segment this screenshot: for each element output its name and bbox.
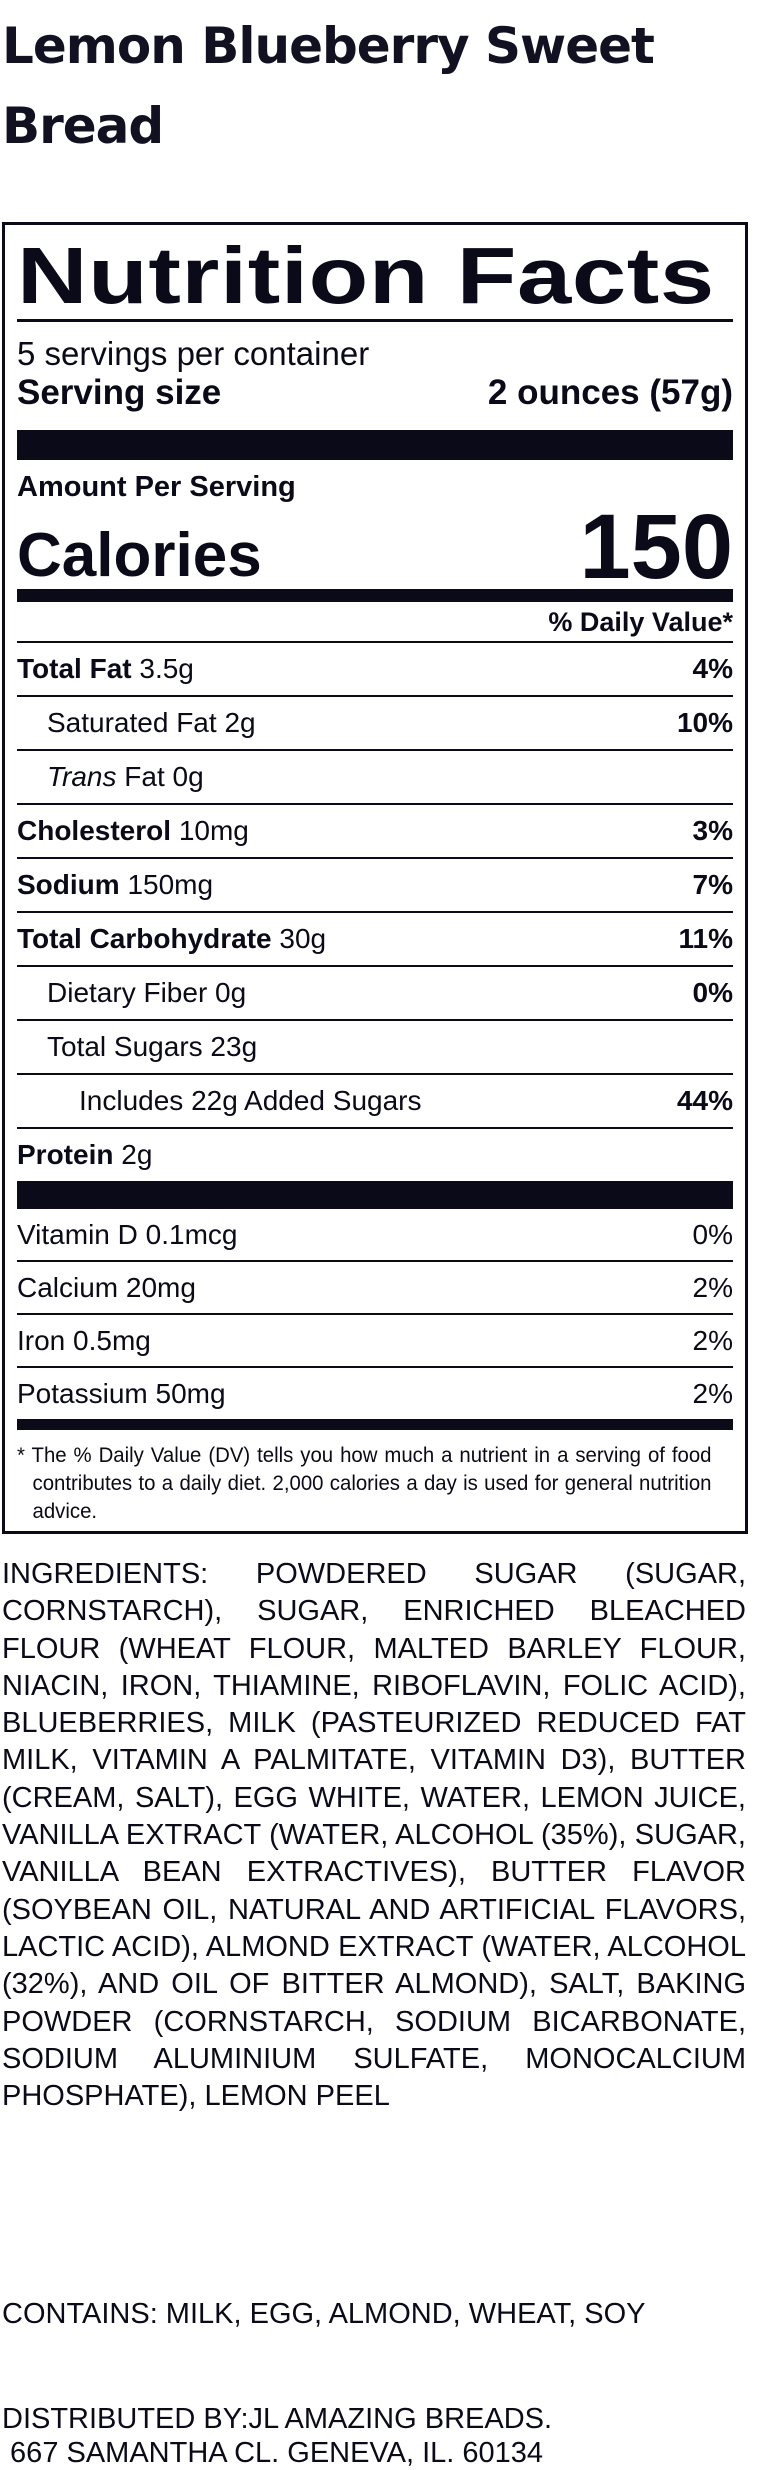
nutrient-row-total-sugars: Total Sugars 23g xyxy=(17,1019,733,1073)
product-title: Lemon Blueberry Sweet Bread xyxy=(2,17,655,155)
nutrient-amount: 3.5g xyxy=(139,653,194,684)
calories-label: Calories xyxy=(17,521,262,590)
nutrient-name: Sodium xyxy=(17,869,120,900)
nutrient-row-total-fat: Total Fat 3.5g 4% xyxy=(17,641,733,695)
nutrient-amount: 23g xyxy=(210,1031,258,1062)
nutrient-row-sodium: Sodium 150mg 7% xyxy=(17,857,733,911)
thick-divider xyxy=(17,430,733,460)
nutrient-name: Cholesterol xyxy=(17,815,172,846)
medium-divider xyxy=(17,589,733,602)
nutrient-name: Total Carbohydrate xyxy=(17,923,272,954)
nutrient-dv: 4% xyxy=(692,653,733,684)
amount-per-serving: Amount Per Serving xyxy=(17,471,296,503)
calories-value: 150 xyxy=(579,496,734,598)
nutrient-dv: 44% xyxy=(676,1085,733,1116)
distributor-line-1: DISTRIBUTED BY:JL AMAZING BREADS. xyxy=(2,2403,553,2435)
daily-value-footnote: * The % Daily Value (DV) tells you how m… xyxy=(17,1444,712,1523)
nutrient-row-dietary-fiber: Dietary Fiber 0g 0% xyxy=(17,965,733,1019)
nutrient-name: Saturated Fat xyxy=(47,707,217,738)
nutrient-name: Includes 22g Added Sugars xyxy=(79,1085,422,1116)
vitamin-name: Potassium 50mg xyxy=(17,1377,226,1409)
nutrient-name: Dietary Fiber xyxy=(47,977,208,1008)
nutrient-amount: 150mg xyxy=(127,869,214,900)
nutrient-dv: 10% xyxy=(676,707,733,738)
vitamin-name: Iron 0.5mg xyxy=(17,1324,151,1356)
distributor-line-2: 667 SAMANTHA CL. GENEVA, IL. 60134 xyxy=(2,2437,544,2469)
ingredients-text: INGREDIENTS: POWDERED SUGAR (SUGAR, CORN… xyxy=(2,1558,746,2113)
nutrient-amount: Fat 0g xyxy=(124,761,204,792)
nutrient-name: Trans xyxy=(47,761,117,792)
nutrient-dv: 3% xyxy=(692,815,733,846)
nutrient-row-protein: Protein 2g xyxy=(17,1127,733,1181)
vitamin-dv: 0% xyxy=(692,1218,733,1250)
vitamin-dv: 2% xyxy=(692,1271,733,1303)
nutrient-row-cholesterol: Cholesterol 10mg 3% xyxy=(17,803,733,857)
vitamin-row-vitamin-d: Vitamin D 0.1mcg 0% xyxy=(17,1209,733,1260)
vitamin-name: Vitamin D 0.1mcg xyxy=(17,1218,238,1250)
thick-divider xyxy=(17,1181,733,1209)
vitamin-row-iron: Iron 0.5mg 2% xyxy=(17,1313,733,1366)
distributor-info: DISTRIBUTED BY:JL AMAZING BREADS. 667 SA… xyxy=(2,2402,746,2470)
vitamin-dv: 2% xyxy=(692,1324,733,1356)
serving-size-value: 2 ounces (57g) xyxy=(487,373,733,412)
nutrient-row-total-carbohydrate: Total Carbohydrate 30g 11% xyxy=(17,911,733,965)
nutrient-amount: 30g xyxy=(279,923,327,954)
nutrient-dv: 0% xyxy=(692,977,733,1008)
nutrient-name: Total Sugars xyxy=(47,1031,203,1062)
calories-row: Calories 150 xyxy=(17,496,734,598)
nutrition-facts-heading: Nutrition Facts xyxy=(17,231,715,320)
vitamin-row-potassium: Potassium 50mg 2% xyxy=(17,1366,733,1419)
serving-size-label: Serving size xyxy=(17,373,222,412)
nutrient-amount: 10mg xyxy=(178,815,249,846)
vitamin-row-calcium: Calcium 20mg 2% xyxy=(17,1260,733,1313)
nutrient-row-saturated-fat: Saturated Fat 2g 10% xyxy=(17,695,733,749)
nutrient-row-trans-fat: Trans Fat 0g xyxy=(17,749,733,803)
vitamin-name: Calcium 20mg xyxy=(17,1271,196,1303)
nutrient-name: Total Fat xyxy=(17,653,132,684)
nutrient-dv: 7% xyxy=(692,869,733,900)
nutrient-name: Protein xyxy=(17,1139,114,1170)
vitamin-dv: 2% xyxy=(692,1377,733,1409)
divider xyxy=(17,319,733,322)
medium-divider xyxy=(17,1419,733,1430)
nutrient-row-added-sugars: Includes 22g Added Sugars 44% xyxy=(17,1073,733,1127)
nutrition-facts-label: Nutrition Facts 5 servings per container… xyxy=(2,222,748,1534)
nutrient-amount: 2g xyxy=(121,1139,153,1170)
serving-size: Serving size 2 ounces (57g) xyxy=(17,373,733,413)
daily-value-header: % Daily Value* xyxy=(548,607,733,637)
nutrient-amount: 0g xyxy=(215,977,247,1008)
allergens-text: CONTAINS: MILK, EGG, ALMOND, WHEAT, SOY xyxy=(2,2298,646,2330)
nutrient-dv: 11% xyxy=(678,923,734,954)
nutrient-amount: 2g xyxy=(224,707,256,738)
servings-per-container: 5 servings per container xyxy=(17,335,370,372)
